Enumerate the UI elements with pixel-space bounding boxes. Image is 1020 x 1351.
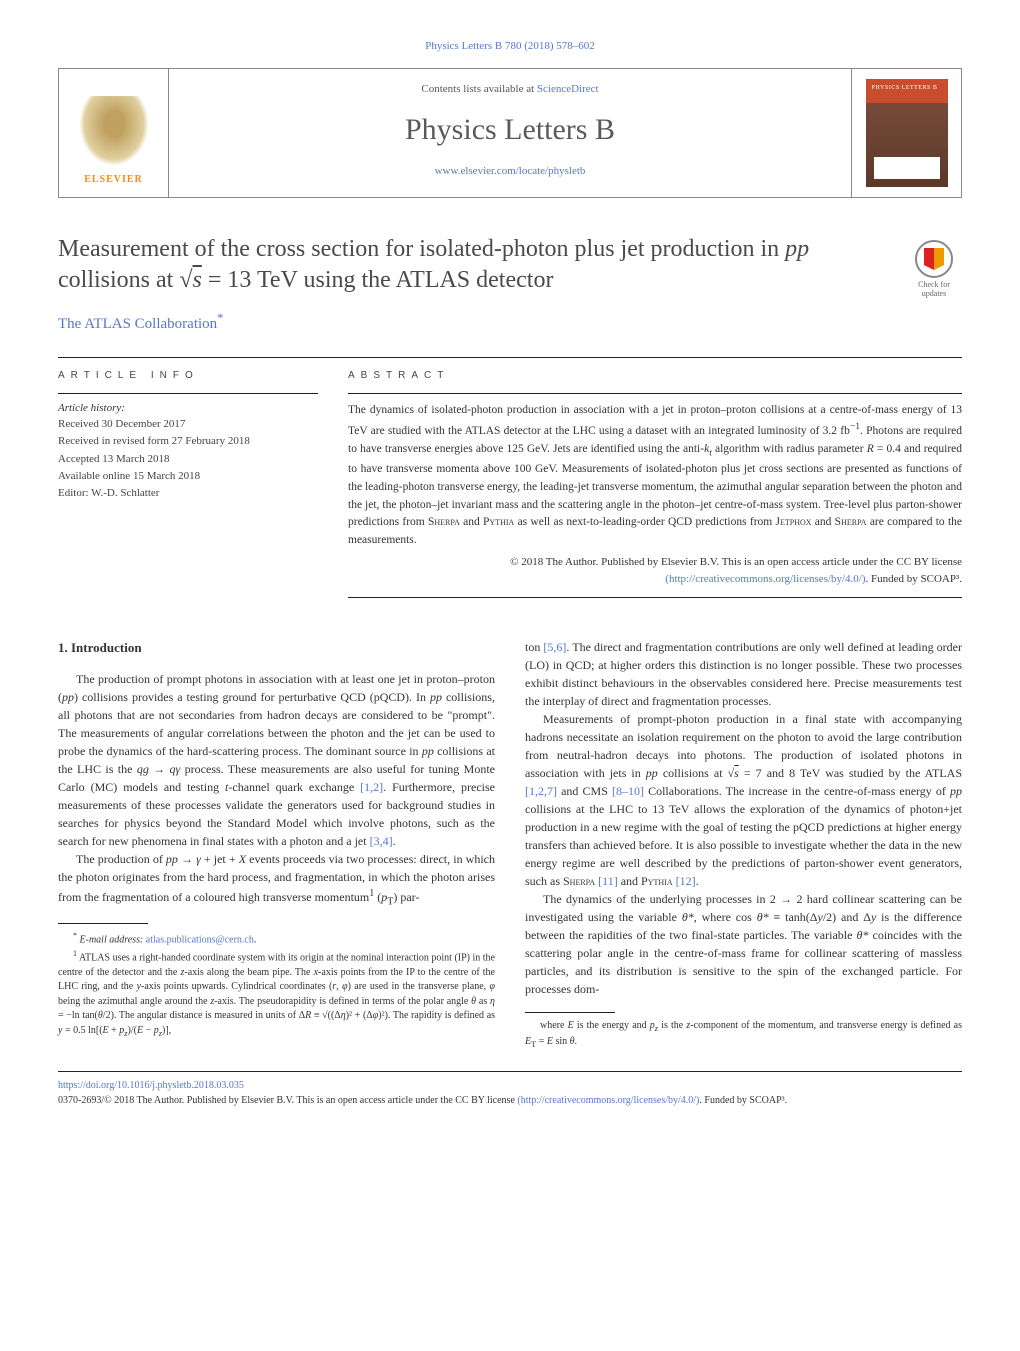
journal-header: ELSEVIER Contents lists available at Sci… bbox=[58, 68, 962, 198]
elsevier-tree-icon bbox=[79, 96, 149, 166]
abstract-header: ABSTRACT bbox=[348, 370, 962, 381]
history-line: Available online 15 March 2018 bbox=[58, 468, 318, 485]
journal-name: Physics Letters B bbox=[183, 113, 837, 147]
authors[interactable]: The ATLAS Collaboration* bbox=[58, 311, 962, 333]
body-para: The production of prompt photons in asso… bbox=[58, 670, 495, 850]
abstract-text: The dynamics of isolated-photon producti… bbox=[348, 402, 962, 550]
history-line: Received 30 December 2017 bbox=[58, 416, 318, 433]
crossmark-label: Check forupdates bbox=[906, 281, 962, 299]
journal-cover-thumb: PHYSICS LETTERS B bbox=[866, 79, 948, 187]
top-citation-link[interactable]: Physics Letters B 780 (2018) 578–602 bbox=[425, 40, 595, 52]
article-info-header: ARTICLE INFO bbox=[58, 370, 318, 381]
contents-line: Contents lists available at ScienceDirec… bbox=[183, 83, 837, 95]
article-info: ARTICLE INFO Article history: Received 3… bbox=[58, 370, 318, 610]
body-text: 1. Introduction The production of prompt… bbox=[58, 638, 962, 1051]
rule-above-info bbox=[58, 357, 962, 358]
section-heading: 1. Introduction bbox=[58, 638, 495, 658]
sciencedirect-link[interactable]: ScienceDirect bbox=[537, 83, 599, 95]
article-title: Measurement of the cross section for iso… bbox=[58, 234, 886, 295]
license-link[interactable]: (http://creativecommons.org/licenses/by/… bbox=[665, 573, 865, 585]
publisher-name: ELSEVIER bbox=[84, 174, 143, 185]
email-link[interactable]: atlas.publications@cern.ch bbox=[146, 934, 254, 945]
journal-url[interactable]: www.elsevier.com/locate/physletb bbox=[435, 165, 586, 177]
body-para: The production of pp → γ + jet + X event… bbox=[58, 850, 495, 909]
footnote-rule bbox=[58, 923, 148, 924]
publisher-logo-box: ELSEVIER bbox=[59, 69, 169, 197]
journal-cover-box: PHYSICS LETTERS B bbox=[851, 69, 961, 197]
history-line: Editor: W.-D. Schlatter bbox=[58, 485, 318, 502]
footnote-1-cont: where E is the energy and pz is the z-co… bbox=[525, 1019, 962, 1051]
history-line: Accepted 13 March 2018 bbox=[58, 451, 318, 468]
history-label: Article history: bbox=[58, 402, 318, 414]
abstract-copyright: © 2018 The Author. Published by Elsevier… bbox=[348, 554, 962, 587]
top-citation: Physics Letters B 780 (2018) 578–602 bbox=[58, 40, 962, 52]
footnote-1: 1 ATLAS uses a right-handed coordinate s… bbox=[58, 948, 495, 1040]
crossmark-icon bbox=[915, 240, 953, 278]
doi-footer: https://doi.org/10.1016/j.physletb.2018.… bbox=[58, 1079, 962, 1108]
journal-center: Contents lists available at ScienceDirec… bbox=[169, 69, 851, 197]
footer-rule bbox=[58, 1071, 962, 1072]
license-link-footer[interactable]: (http://creativecommons.org/licenses/by/… bbox=[517, 1095, 699, 1106]
footnote-email: * E-mail address: atlas.publications@cer… bbox=[58, 930, 495, 948]
body-para: The dynamics of the underlying processes… bbox=[525, 890, 962, 998]
footnote-rule bbox=[525, 1012, 615, 1013]
doi-link[interactable]: https://doi.org/10.1016/j.physletb.2018.… bbox=[58, 1080, 244, 1091]
crossmark-badge[interactable]: Check forupdates bbox=[906, 234, 962, 299]
abstract-block: ABSTRACT The dynamics of isolated-photon… bbox=[348, 370, 962, 610]
body-para: ton [5,6]. The direct and fragmentation … bbox=[525, 638, 962, 710]
history-line: Received in revised form 27 February 201… bbox=[58, 433, 318, 450]
body-para: Measurements of prompt-photon production… bbox=[525, 710, 962, 890]
